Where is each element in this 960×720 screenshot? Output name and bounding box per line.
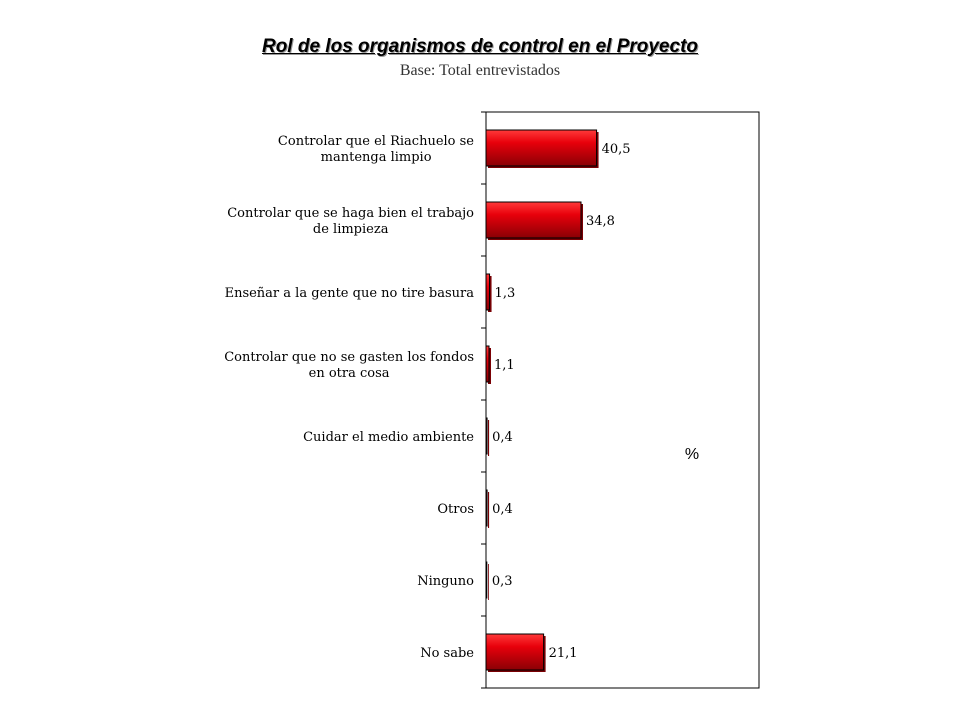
category-label: en otra cosa xyxy=(309,366,390,381)
bar[interactable] xyxy=(485,417,488,455)
chart-subtitle: Base: Total entrevistados xyxy=(399,62,561,79)
category-label: Enseñar a la gente que no tire basura xyxy=(225,286,475,301)
bar[interactable] xyxy=(485,201,582,239)
plot-area-frame xyxy=(485,111,760,689)
category-label: Ninguno xyxy=(417,574,474,589)
category-label: Otros xyxy=(437,502,474,517)
data-label: 0,4 xyxy=(492,430,513,445)
bar[interactable] xyxy=(485,345,490,383)
bar[interactable] xyxy=(485,633,545,671)
bar[interactable] xyxy=(485,489,488,527)
bar[interactable] xyxy=(485,129,598,167)
category-label: Cuidar el medio ambiente xyxy=(303,430,474,445)
bar-shadow xyxy=(488,420,490,456)
chart-title: Rol de los organismos de control en el P… xyxy=(261,36,699,57)
category-label: Controlar que el Riachuelo se xyxy=(278,134,474,149)
data-label: 40,5 xyxy=(602,142,631,157)
data-label: 0,4 xyxy=(492,502,513,517)
bar-shadow xyxy=(488,492,490,528)
data-label: 21,1 xyxy=(549,646,578,661)
bar[interactable] xyxy=(485,273,491,311)
category-label: No sabe xyxy=(420,646,474,661)
data-label: 0,3 xyxy=(492,574,513,589)
data-label: 1,3 xyxy=(495,286,516,301)
category-label: Controlar que se haga bien el trabajo xyxy=(227,206,474,221)
data-label: 1,1 xyxy=(494,358,515,373)
data-label: 34,8 xyxy=(586,214,615,229)
unit-label: % xyxy=(685,446,699,463)
bar[interactable] xyxy=(485,561,488,599)
category-label: de limpieza xyxy=(313,222,389,237)
category-label: Controlar que no se gasten los fondos xyxy=(224,350,474,365)
bar-shadow xyxy=(488,564,489,600)
category-label: mantenga limpio xyxy=(321,150,432,165)
